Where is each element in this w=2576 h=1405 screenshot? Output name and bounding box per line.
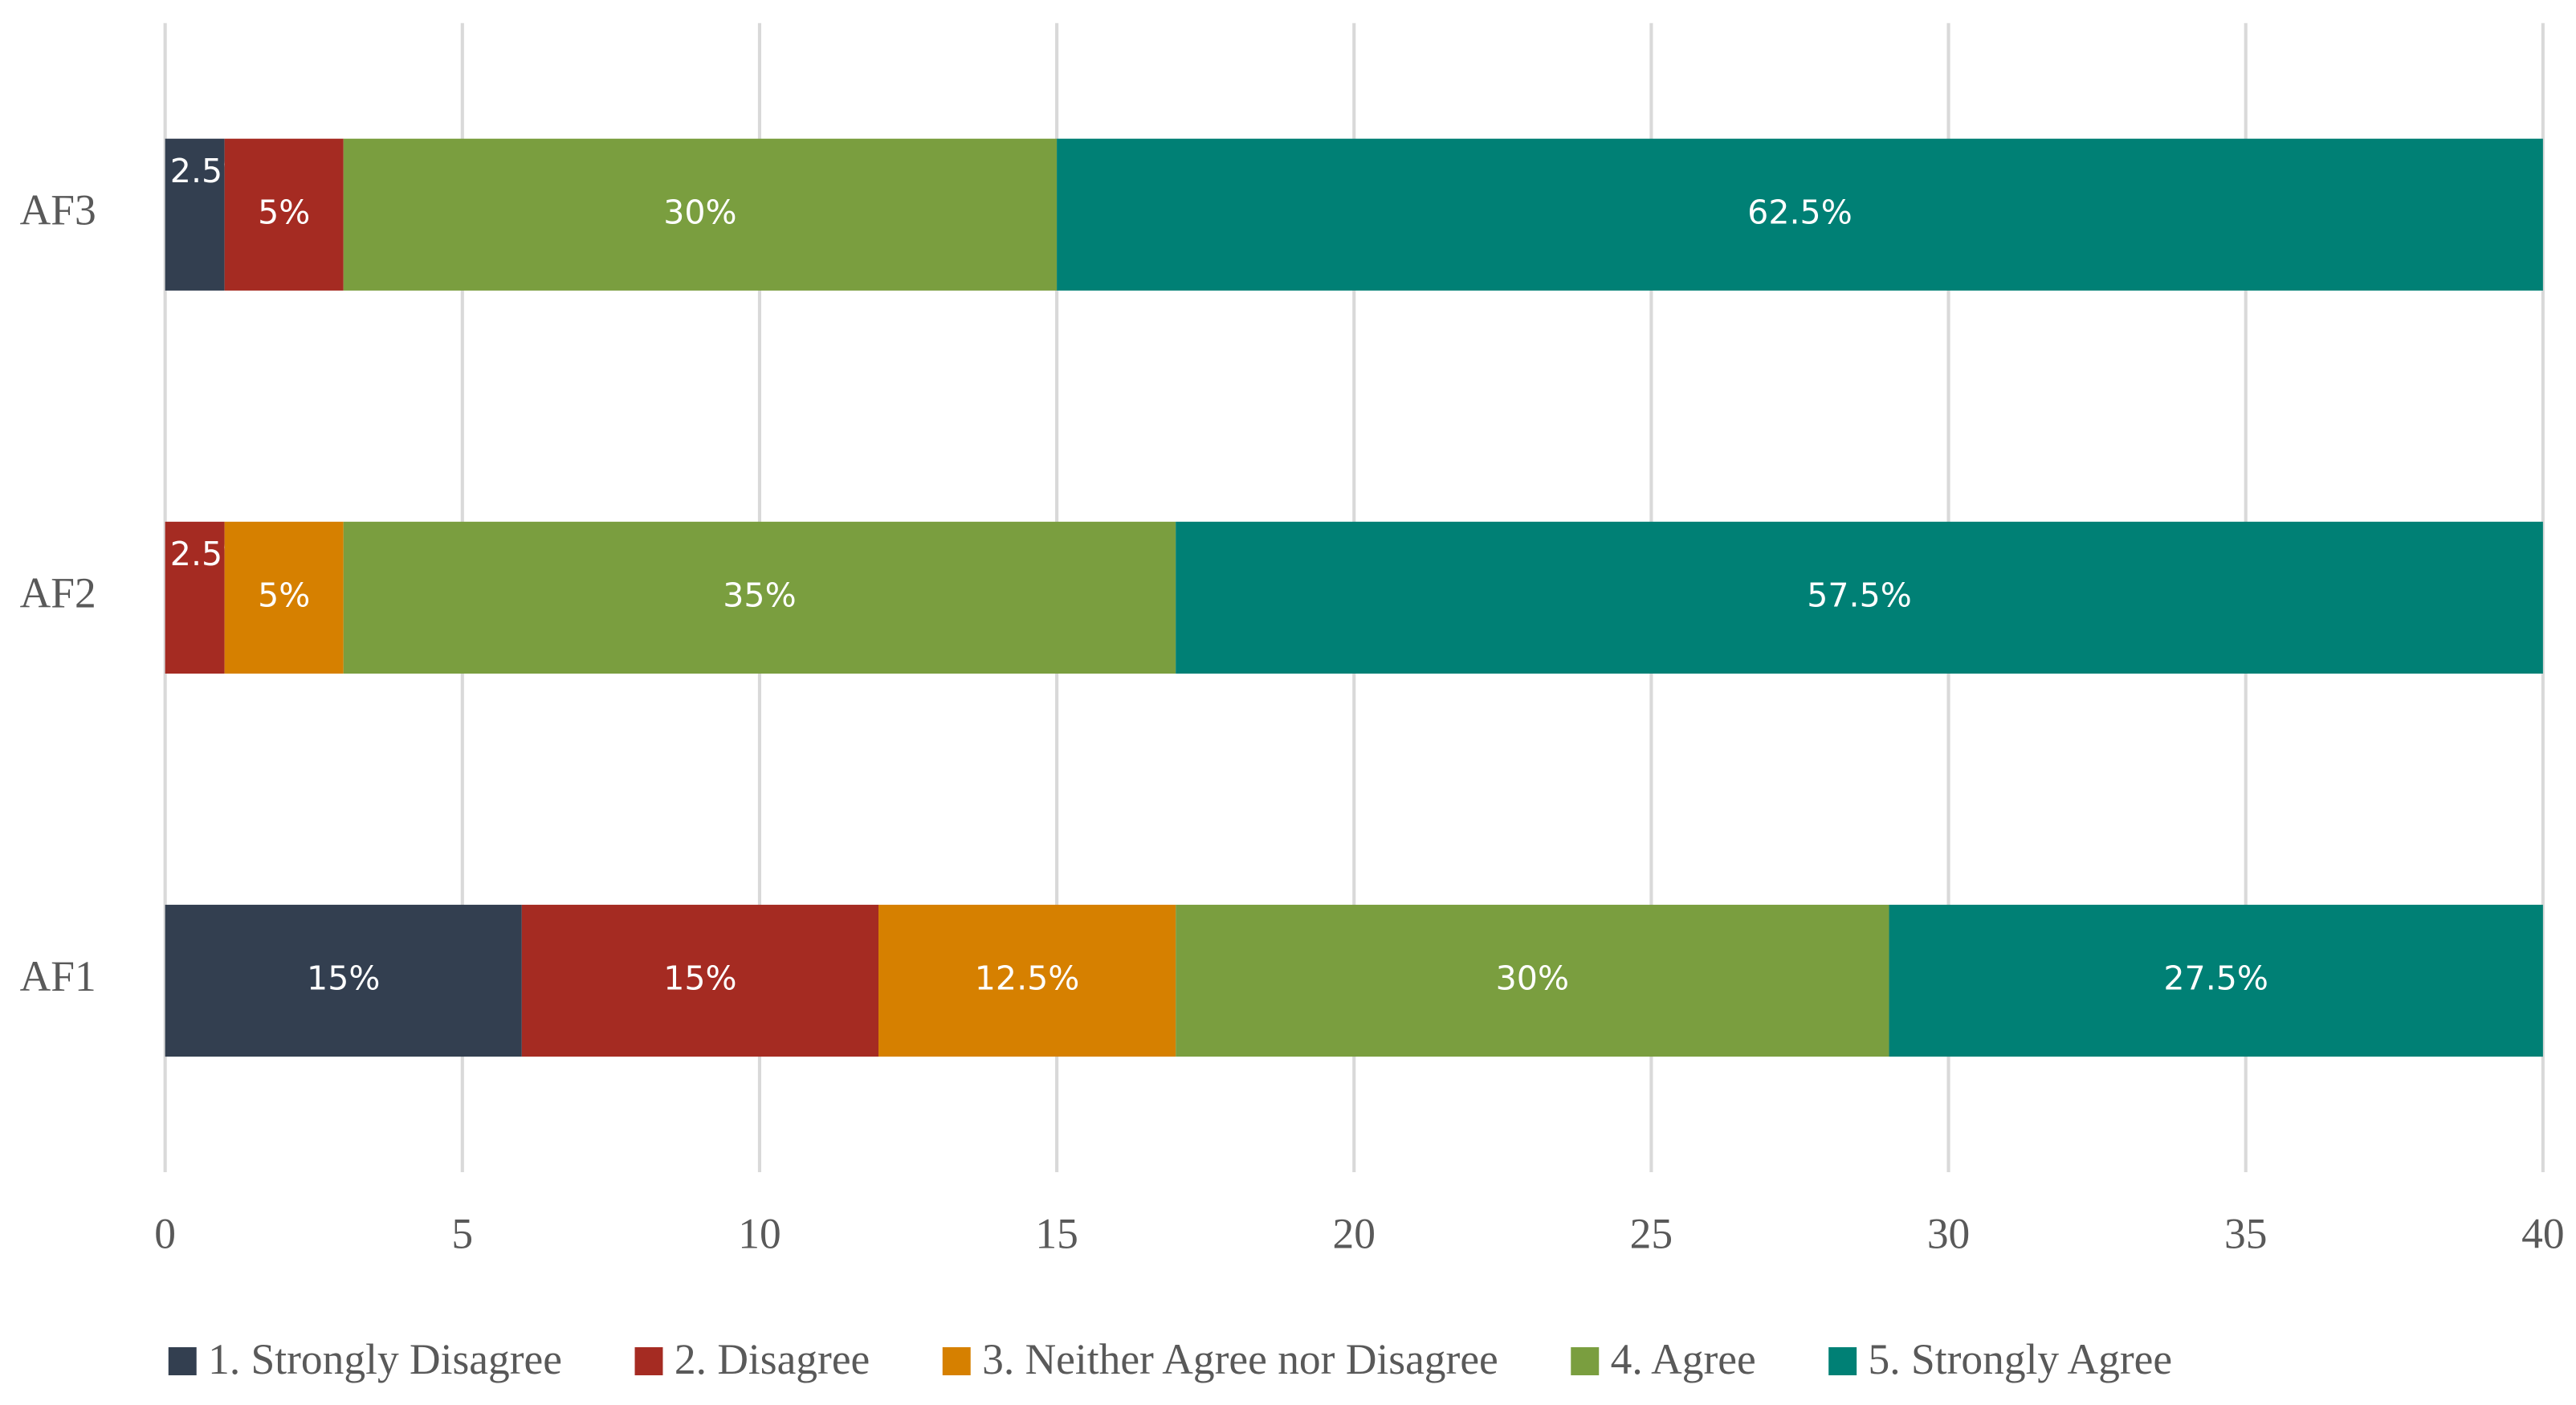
bar-segment — [343, 138, 1058, 291]
bar-segment — [878, 904, 1176, 1057]
x-tick-label: 30 — [1927, 1210, 1970, 1258]
x-tick-label: 20 — [1333, 1210, 1376, 1258]
legend-label: 5. Strongly Agree — [1869, 1335, 2173, 1383]
y-tick-label: AF1 — [20, 952, 96, 1000]
legend-swatch — [1571, 1347, 1600, 1375]
bar-segment — [1176, 521, 2543, 674]
bar-segment — [224, 138, 344, 291]
data-label: 15% — [307, 959, 380, 998]
legend-swatch — [942, 1347, 971, 1375]
data-label: 35% — [723, 576, 796, 614]
bar-segment — [1057, 138, 2543, 291]
legend-swatch — [168, 1347, 197, 1375]
bar-segment — [165, 904, 522, 1057]
data-label: 5% — [258, 193, 310, 231]
data-label: 15% — [663, 959, 736, 998]
y-tick-label: AF2 — [20, 569, 96, 617]
bar-segment — [224, 521, 344, 674]
y-tick-label: AF3 — [20, 186, 96, 234]
bar-segment — [165, 138, 225, 291]
bar-segment — [1176, 904, 1889, 1057]
data-label: 30% — [663, 193, 736, 231]
data-label: 57.5% — [1807, 576, 1912, 614]
x-tick-label: 15 — [1035, 1210, 1078, 1258]
data-label: 30% — [1496, 959, 1569, 998]
x-tick-label: 25 — [1630, 1210, 1673, 1258]
bar-segment — [165, 521, 225, 674]
x-tick-label: 0 — [154, 1210, 176, 1258]
legend-label: 4. Agree — [1611, 1335, 1756, 1383]
data-label: 27.5% — [2163, 959, 2268, 998]
bar-segment — [521, 904, 879, 1057]
legend-swatch — [1828, 1347, 1857, 1375]
data-label: 12.5% — [975, 959, 1080, 998]
x-tick-label: 10 — [738, 1210, 781, 1258]
x-tick-label: 40 — [2521, 1210, 2564, 1258]
data-label: 5% — [258, 576, 310, 614]
legend-label: 2. Disagree — [675, 1335, 870, 1383]
bar-segment — [343, 521, 1176, 674]
x-tick-label: 35 — [2224, 1210, 2267, 1258]
legend-label: 3. Neither Agree nor Disagree — [982, 1335, 1498, 1383]
legend-swatch — [634, 1347, 663, 1375]
bar-segment — [1889, 904, 2543, 1057]
x-tick-label: 5 — [451, 1210, 473, 1258]
data-label: 62.5% — [1747, 193, 1853, 231]
legend-label: 1. Strongly Disagree — [208, 1335, 562, 1383]
